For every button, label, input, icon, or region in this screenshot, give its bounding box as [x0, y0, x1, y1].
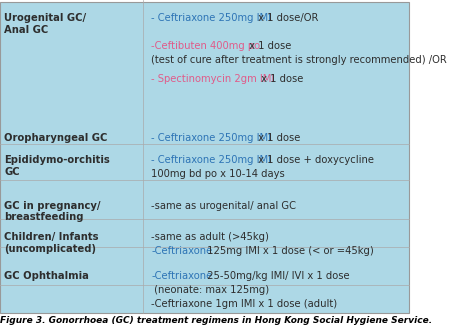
Text: -Ceftriaxone: -Ceftriaxone	[151, 271, 213, 281]
Text: GC in pregnancy/
breastfeeding: GC in pregnancy/ breastfeeding	[4, 201, 100, 222]
Text: -Ceftriaxone 1gm IMI x 1 dose (adult): -Ceftriaxone 1gm IMI x 1 dose (adult)	[151, 299, 337, 309]
Text: Urogenital GC/
Anal GC: Urogenital GC/ Anal GC	[4, 13, 86, 35]
Text: - Ceftriaxone 250mg IMI: - Ceftriaxone 250mg IMI	[151, 155, 272, 165]
Text: x 1 dose: x 1 dose	[255, 133, 301, 143]
Text: (test of cure after treatment is strongly recommended) /OR: (test of cure after treatment is strongl…	[151, 55, 447, 65]
Text: Children/ Infants
(uncomplicated): Children/ Infants (uncomplicated)	[4, 232, 99, 254]
Text: 25-50mg/kg IMI/ IVI x 1 dose: 25-50mg/kg IMI/ IVI x 1 dose	[204, 271, 350, 281]
Text: Oropharyngeal GC: Oropharyngeal GC	[4, 133, 108, 143]
Text: x 1 dose: x 1 dose	[246, 41, 291, 51]
Text: Figure 3. Gonorrhoea (GC) treatment regimens in Hong Kong Social Hygiene Service: Figure 3. Gonorrhoea (GC) treatment regi…	[0, 316, 432, 325]
Text: Epididymo-orchitis
GC: Epididymo-orchitis GC	[4, 155, 110, 177]
Text: -Ceftriaxone: -Ceftriaxone	[151, 246, 213, 256]
Text: -same as urogenital/ anal GC: -same as urogenital/ anal GC	[151, 201, 296, 211]
Text: -Ceftibuten 400mg po: -Ceftibuten 400mg po	[151, 41, 261, 51]
Text: x 1 dose + doxycycline: x 1 dose + doxycycline	[255, 155, 374, 165]
Text: -same as adult (>45kg): -same as adult (>45kg)	[151, 232, 269, 242]
Text: GC Ophthalmia: GC Ophthalmia	[4, 271, 89, 281]
Text: - Ceftriaxone 250mg IMI: - Ceftriaxone 250mg IMI	[151, 133, 272, 143]
Text: 100mg bd po x 10-14 days: 100mg bd po x 10-14 days	[151, 169, 285, 179]
FancyBboxPatch shape	[0, 2, 409, 313]
Text: x 1 dose: x 1 dose	[258, 74, 303, 84]
Text: - Spectinomycin 2gm IMI: - Spectinomycin 2gm IMI	[151, 74, 274, 84]
Text: 125mg IMI x 1 dose (< or =45kg): 125mg IMI x 1 dose (< or =45kg)	[204, 246, 374, 256]
Text: x 1 dose/OR: x 1 dose/OR	[255, 13, 319, 23]
Text: (neonate: max 125mg): (neonate: max 125mg)	[151, 285, 270, 295]
Text: - Ceftriaxone 250mg IMI: - Ceftriaxone 250mg IMI	[151, 13, 272, 23]
